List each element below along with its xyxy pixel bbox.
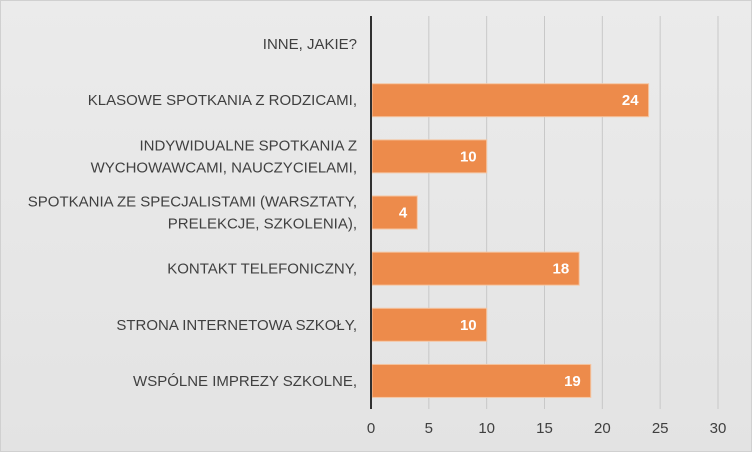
- x-tick-label: 0: [367, 420, 375, 437]
- category-label: STRONA INTERNETOWA SZKOŁY,: [116, 317, 357, 334]
- bar: [371, 83, 650, 118]
- category-label: SPOTKANIA ZE SPECJALISTAMI (WARSZTATY,: [28, 194, 357, 211]
- data-label: 18: [553, 261, 570, 278]
- x-tick-label: 30: [710, 420, 727, 437]
- data-label: 10: [460, 148, 477, 165]
- category-label: KLASOWE SPOTKANIA Z RODZICAMI,: [88, 92, 357, 109]
- bar: [371, 363, 592, 398]
- data-label: 4: [399, 205, 408, 222]
- category-label: KONTAKT TELEFONICZNY,: [167, 261, 357, 278]
- category-label: WYCHOWAWCAMI, NAUCZYCIELAMI,: [91, 159, 357, 176]
- gridlines: [428, 16, 719, 409]
- data-label: 10: [460, 317, 477, 334]
- x-tick-label: 5: [425, 420, 433, 437]
- x-tick-label: 20: [594, 420, 611, 437]
- category-label: PRELEKCJE, SZKOLENIA),: [168, 216, 357, 233]
- bar: [371, 251, 580, 286]
- bar: [371, 195, 418, 230]
- x-tick-label: 15: [536, 420, 553, 437]
- labels: 0 5 10 15 20 25 30 INNE, JAKIE? 24 KLASOWE SPOTKA…: [28, 36, 727, 437]
- category-label: WSPÓLNE IMPREZY SZKOLNE,: [133, 373, 357, 390]
- bar: [371, 139, 488, 174]
- x-tick-label: 25: [652, 420, 669, 437]
- category-label: INDYWIDUALNE SPOTKANIA Z: [139, 137, 357, 154]
- category-label: INNE, JAKIE?: [263, 36, 357, 53]
- data-label: 19: [564, 373, 581, 390]
- data-label: 24: [622, 92, 639, 109]
- x-tick-label: 10: [478, 420, 495, 437]
- bars: [371, 83, 650, 398]
